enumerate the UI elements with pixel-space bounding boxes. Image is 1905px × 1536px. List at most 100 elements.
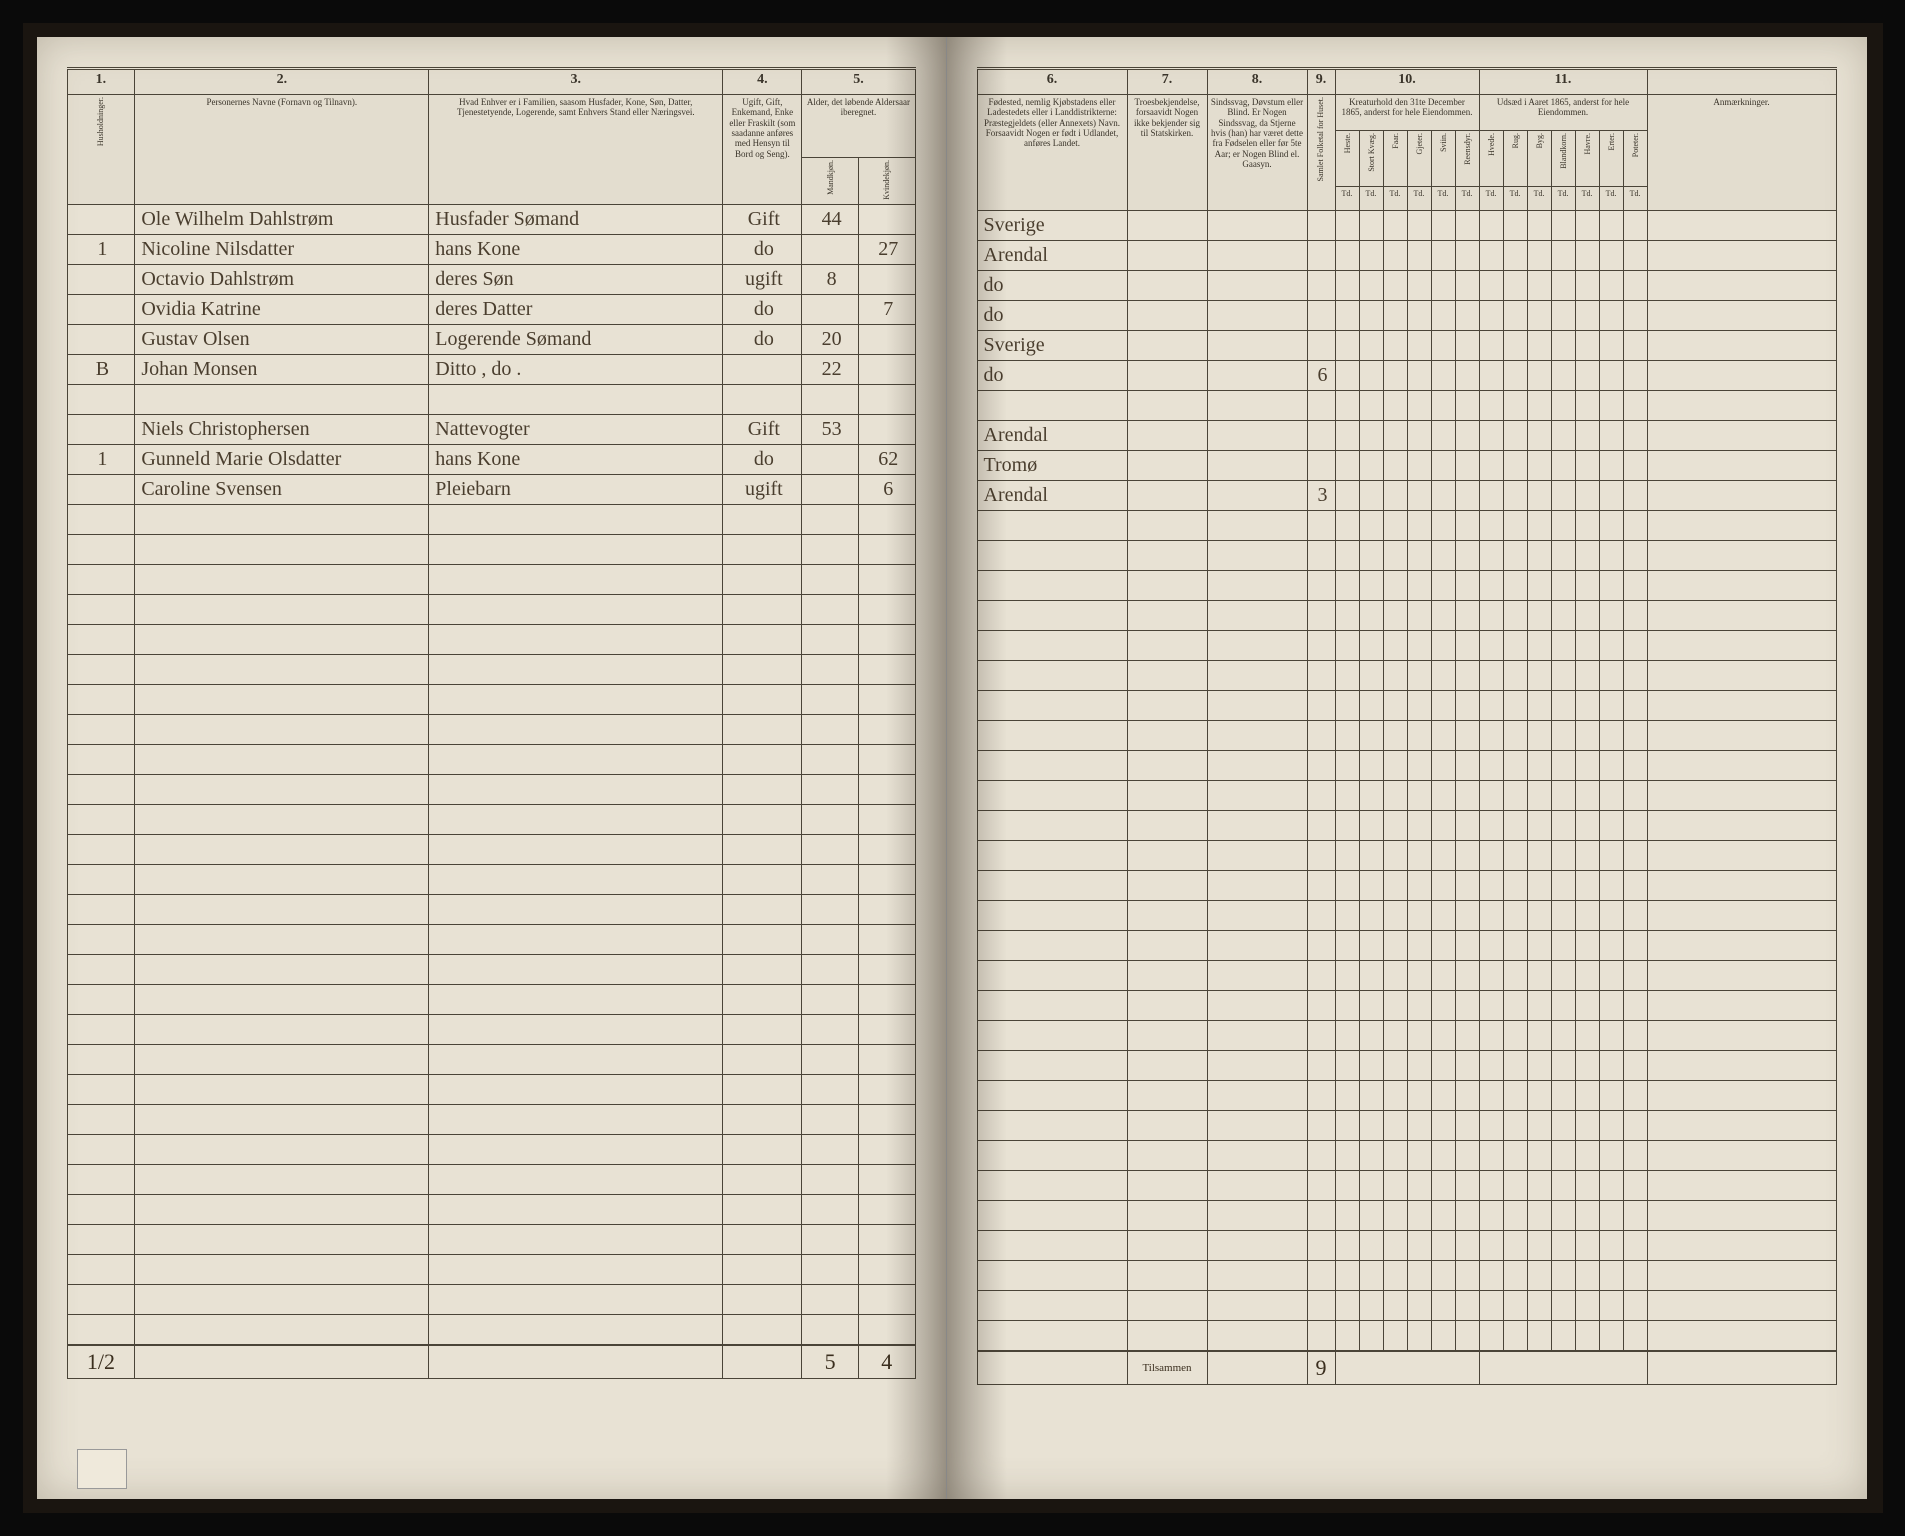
table-row: do (977, 271, 1836, 301)
cell-hh (67, 325, 135, 355)
cell-age-m: 20 (802, 325, 859, 355)
cell-total (1307, 421, 1335, 451)
cell-remarks (1647, 481, 1836, 511)
cell-blank (1335, 451, 1359, 481)
col-10-sub: Heste. (1335, 131, 1359, 187)
cell-blank (1503, 391, 1527, 421)
col-6-num: 6. (977, 69, 1127, 95)
left-page: 1. 2. 3. 4. 5. Husholdninger. Personerne… (37, 37, 947, 1499)
table-row (977, 1321, 1836, 1351)
table-row (67, 685, 915, 715)
col-9-num: 9. (1307, 69, 1335, 95)
cell-disability (1207, 241, 1307, 271)
cell-remarks (1647, 361, 1836, 391)
cell-blank (1359, 481, 1383, 511)
col-5-num: 5. (802, 69, 915, 95)
table-row (977, 901, 1836, 931)
table-row (67, 1015, 915, 1045)
cell-blank (1623, 301, 1647, 331)
cell-blank (1575, 421, 1599, 451)
cell-blank (1599, 241, 1623, 271)
table-row (67, 835, 915, 865)
cell-blank (1359, 451, 1383, 481)
cell-blank (1383, 211, 1407, 241)
table-row (977, 1141, 1836, 1171)
cell-name: Nicoline Nilsdatter (135, 235, 429, 265)
cell-blank (1383, 271, 1407, 301)
total-c9: 9 (1307, 1351, 1335, 1385)
cell-blank (1575, 481, 1599, 511)
cell-blank (1551, 421, 1575, 451)
cell-blank (1407, 271, 1431, 301)
cell-total (1307, 271, 1335, 301)
table-row (67, 565, 915, 595)
col-1-num: 1. (67, 69, 135, 95)
cell-status: Gift (723, 205, 802, 235)
col-4-num: 4. (723, 69, 802, 95)
col-10-num: 10. (1335, 69, 1479, 95)
cell-blank (1431, 211, 1455, 241)
table-row (67, 895, 915, 925)
census-book-spread: 1. 2. 3. 4. 5. Husholdninger. Personerne… (23, 23, 1883, 1513)
cell-status: do (723, 295, 802, 325)
table-row (67, 1225, 915, 1255)
table-row: Sverige (977, 211, 1836, 241)
cell-remarks (1647, 451, 1836, 481)
col-12-num (1647, 69, 1836, 95)
cell-blank (1479, 241, 1503, 271)
col-2-hdr: Personernes Navne (Fornavn og Tilnavn). (135, 95, 429, 205)
cell-blank (1599, 481, 1623, 511)
cell-blank (1407, 211, 1431, 241)
cell-hh (67, 295, 135, 325)
cell-birthplace: Sverige (977, 331, 1127, 361)
cell-blank (1479, 301, 1503, 331)
cell-remarks (1647, 391, 1836, 421)
cell-blank (1431, 451, 1455, 481)
table-row (977, 1081, 1836, 1111)
cell-blank (1575, 451, 1599, 481)
cell-blank (1527, 241, 1551, 271)
cell-blank (1623, 391, 1647, 421)
table-row (67, 1255, 915, 1285)
tilsammen-label: Tilsammen (1127, 1351, 1207, 1385)
table-row (67, 535, 915, 565)
table-row (977, 1171, 1836, 1201)
cell-faith (1127, 391, 1207, 421)
table-row (977, 721, 1836, 751)
cell-name: Ole Wilhelm Dahlstrøm (135, 205, 429, 235)
cell-blank (1479, 331, 1503, 361)
cell-blank (1575, 391, 1599, 421)
cell-blank (1527, 271, 1551, 301)
cell-relation: Nattevogter (429, 415, 723, 445)
cell-blank (1527, 211, 1551, 241)
cell-status (723, 385, 802, 415)
col-5b-hdr: Kvindekjøn. (858, 157, 915, 204)
cell-name: Johan Monsen (135, 355, 429, 385)
table-row (67, 925, 915, 955)
cell-faith (1127, 211, 1207, 241)
table-row (67, 955, 915, 985)
cell-blank (1407, 301, 1431, 331)
table-row (67, 715, 915, 745)
cell-birthplace: do (977, 271, 1127, 301)
col-2-num: 2. (135, 69, 429, 95)
cell-blank (1383, 241, 1407, 271)
cell-age-f: 27 (858, 235, 915, 265)
table-row: do (977, 301, 1836, 331)
cell-blank (1623, 271, 1647, 301)
col-3-num: 3. (429, 69, 723, 95)
cell-blank (1575, 211, 1599, 241)
cell-blank (1335, 271, 1359, 301)
cell-disability (1207, 331, 1307, 361)
cell-blank (1359, 241, 1383, 271)
cell-blank (1623, 481, 1647, 511)
cell-relation: Pleiebarn (429, 475, 723, 505)
cell-blank (1503, 241, 1527, 271)
cell-status: ugift (723, 475, 802, 505)
cell-age-m (802, 475, 859, 505)
cell-remarks (1647, 301, 1836, 331)
col-11-sub: Byg. (1527, 131, 1551, 187)
cell-age-f (858, 205, 915, 235)
cell-blank (1335, 241, 1359, 271)
table-row: Sverige (977, 331, 1836, 361)
